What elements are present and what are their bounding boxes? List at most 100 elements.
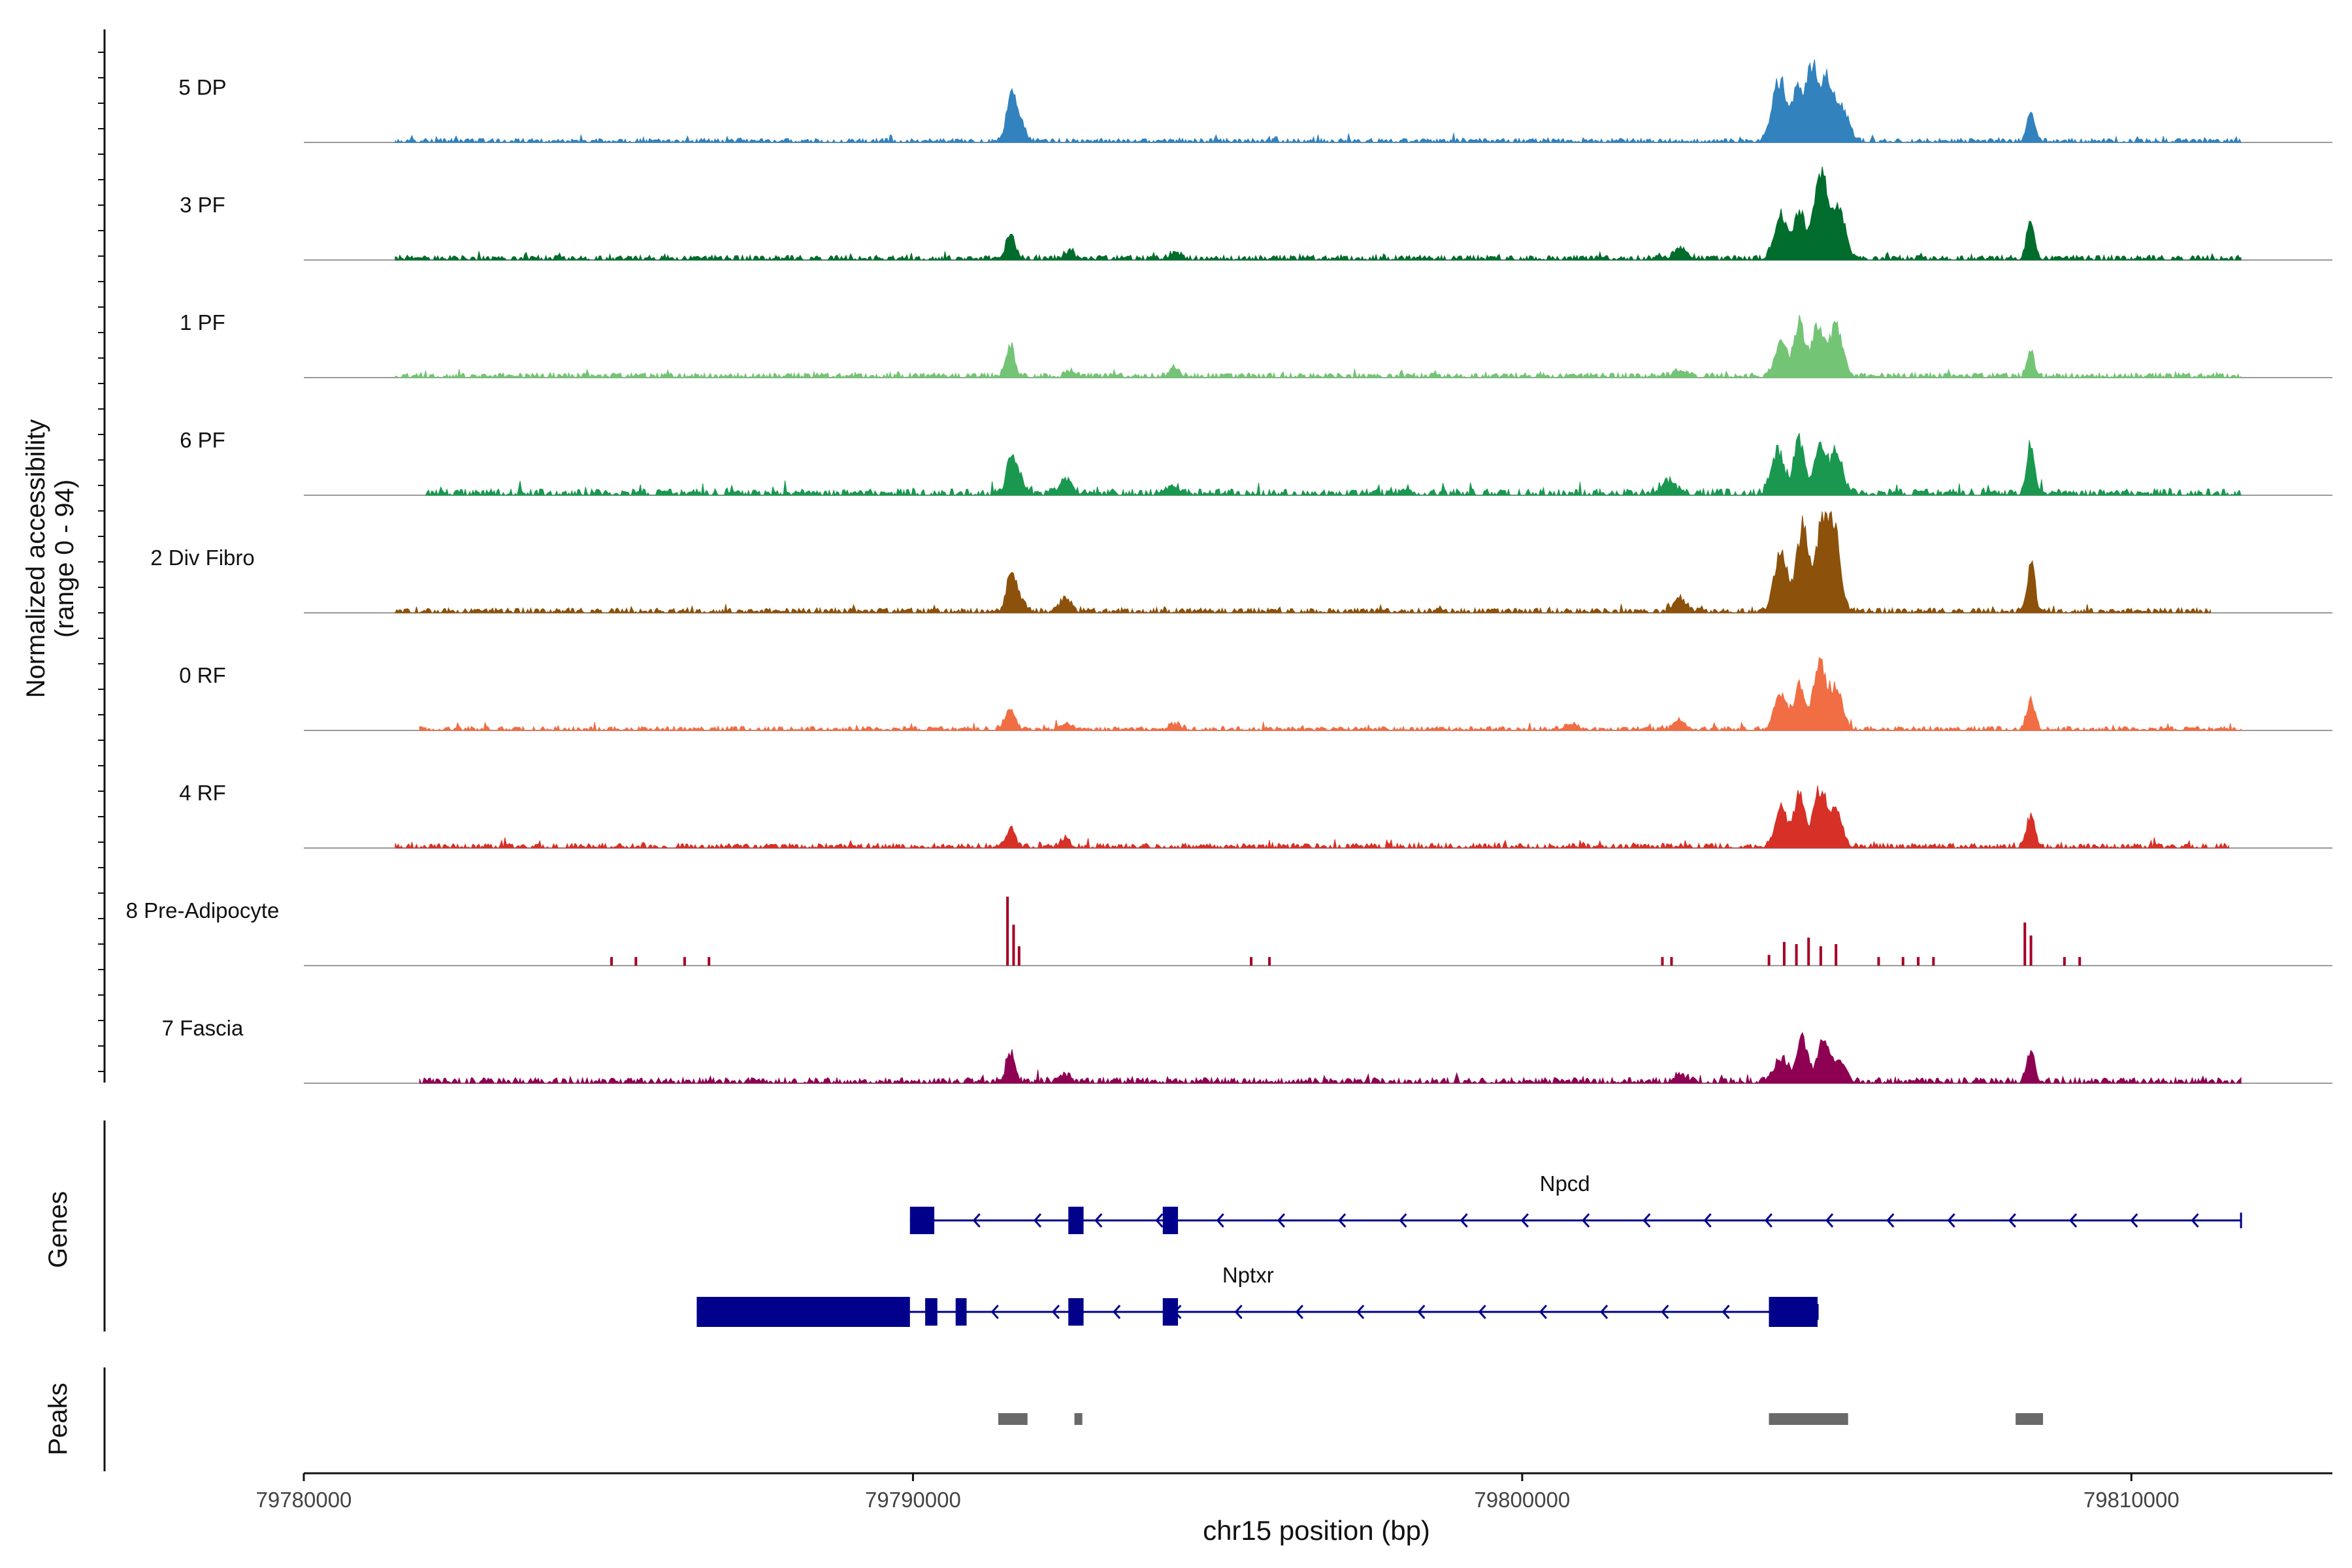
peaks-axis-label: Peaks (44, 1382, 73, 1455)
gene-name-label: Nptxr (1222, 1263, 1274, 1287)
track-label: 5 DP (178, 75, 226, 99)
x-axis-tick-label: 79800000 (1474, 1488, 1570, 1512)
strand-arrow (2191, 1213, 2199, 1228)
strand-arrow (972, 1213, 981, 1228)
y-axis-label-line1: Normalized accessibility (22, 419, 50, 698)
peak-region (1074, 1413, 1083, 1425)
track-label: 4 RF (179, 781, 226, 805)
x-axis-tick-label: 79790000 (865, 1488, 961, 1512)
gene-exon (925, 1298, 938, 1326)
strand-arrow (1277, 1213, 1286, 1228)
track-label: 7 Fascia (162, 1016, 244, 1040)
strand-arrow (1539, 1304, 1547, 1320)
coverage-area (425, 433, 2242, 497)
coverage-bar (1917, 956, 1920, 966)
strand-arrow (1216, 1213, 1224, 1228)
coverage-area (419, 1032, 2242, 1085)
strand-arrow (1033, 1213, 1042, 1228)
strand-arrow (1703, 1213, 1712, 1228)
strand-arrow (990, 1304, 999, 1320)
gene-npcd: Npcd (909, 1171, 2242, 1234)
track-3-pf: 3 PF (180, 166, 2332, 261)
track-label: 0 RF (179, 663, 226, 687)
strand-arrow (1825, 1213, 1834, 1228)
coverage-bar (1268, 956, 1271, 966)
strand-arrow (1234, 1304, 1243, 1320)
coverage-bar (1661, 956, 1664, 966)
x-axis-label: chr15 position (bp) (1203, 1515, 1430, 1546)
coverage-bar (1670, 956, 1673, 966)
gene-exon (1162, 1207, 1179, 1234)
peak-region (1769, 1413, 1848, 1425)
track-6-pf: 6 PF (180, 428, 2332, 497)
track-5-dp: 5 DP (178, 59, 2332, 144)
peak-region (998, 1413, 1028, 1425)
coverage-bar (610, 956, 613, 966)
strand-arrow (1295, 1304, 1303, 1320)
strand-arrow (1155, 1213, 1164, 1228)
strand-arrow (1356, 1304, 1365, 1320)
coverage-bar (2023, 923, 2027, 966)
coverage-bar (1017, 946, 1021, 966)
strand-arrow (2069, 1213, 2078, 1228)
coverage-bar (1901, 956, 1904, 966)
strand-arrow (1338, 1213, 1347, 1228)
track-8-pre-adipocyte: 8 Pre-Adipocyte (126, 896, 2332, 966)
tracks-layer: 5 DP 3 PF 1 PF 6 PF 2 Div Fibro 0 RF 4 RF 8 Pre… (126, 59, 2332, 1085)
coverage-bar (1767, 955, 1771, 966)
peak-region (2016, 1413, 2044, 1425)
strand-arrow (2130, 1213, 2138, 1228)
coverage-area (395, 510, 2211, 614)
gene-exon (1769, 1297, 1818, 1327)
track-0-rf: 0 RF (179, 657, 2332, 732)
strand-arrow (1600, 1304, 1609, 1320)
strand-arrow (1478, 1304, 1486, 1320)
strand-arrow (1661, 1304, 1669, 1320)
coverage-bar (2063, 956, 2066, 966)
x-axis-tick-label: 79810000 (2083, 1488, 2180, 1512)
genes-axis-label: Genes (44, 1191, 73, 1268)
coverage-bar (634, 956, 638, 966)
genes-layer: Npcd Nptxr (696, 1171, 2242, 1327)
gene-nptxr: Nptxr (696, 1263, 1819, 1327)
peaks-layer (998, 1413, 2044, 1425)
track-label: 6 PF (180, 428, 225, 452)
coverage-bar (708, 956, 711, 966)
coverage-bar (1012, 924, 1015, 966)
strand-arrow (1520, 1213, 1529, 1228)
strand-arrow (1399, 1213, 1407, 1228)
track-2-div-fibro: 2 Div Fibro (150, 510, 2332, 614)
strand-arrow (1947, 1213, 1955, 1228)
coverage-area (395, 314, 2242, 379)
x-axis-tick-label: 79780000 (256, 1488, 352, 1512)
coverage-bar (1250, 956, 1253, 966)
strand-arrow (1582, 1213, 1590, 1228)
coverage-bar (1782, 941, 1786, 966)
strand-arrow (1051, 1304, 1060, 1320)
track-4-rf: 4 RF (179, 781, 2332, 849)
strand-arrow (1094, 1213, 1103, 1228)
strand-arrow (1764, 1213, 1772, 1228)
gene-exon (696, 1297, 910, 1327)
gene-exon (1162, 1298, 1179, 1326)
coverage-area (395, 785, 2229, 849)
strand-arrow (1460, 1213, 1468, 1228)
gene-exon (922, 1207, 935, 1234)
track-1-pf: 1 PF (180, 310, 2332, 379)
y-axis-label-line2: (range 0 - 94) (50, 480, 79, 638)
strand-arrow (1722, 1304, 1730, 1320)
coverage-area (419, 657, 2242, 732)
track-label: 8 Pre-Adipocyte (126, 898, 280, 923)
gene-exon (1068, 1298, 1084, 1326)
track-label: 2 Div Fibro (150, 546, 255, 570)
coverage-bar (1006, 896, 1009, 966)
coverage-bar (683, 956, 686, 966)
coverage-bar (1795, 944, 1798, 966)
coverage-bar (2078, 956, 2082, 966)
coverage-bar (1877, 956, 1880, 966)
axis-layer: 79780000 79790000 79800000 79810000 (98, 29, 2332, 1512)
strand-arrow (1886, 1213, 1895, 1228)
strand-arrow (1642, 1213, 1651, 1228)
track-label: 3 PF (180, 193, 225, 217)
